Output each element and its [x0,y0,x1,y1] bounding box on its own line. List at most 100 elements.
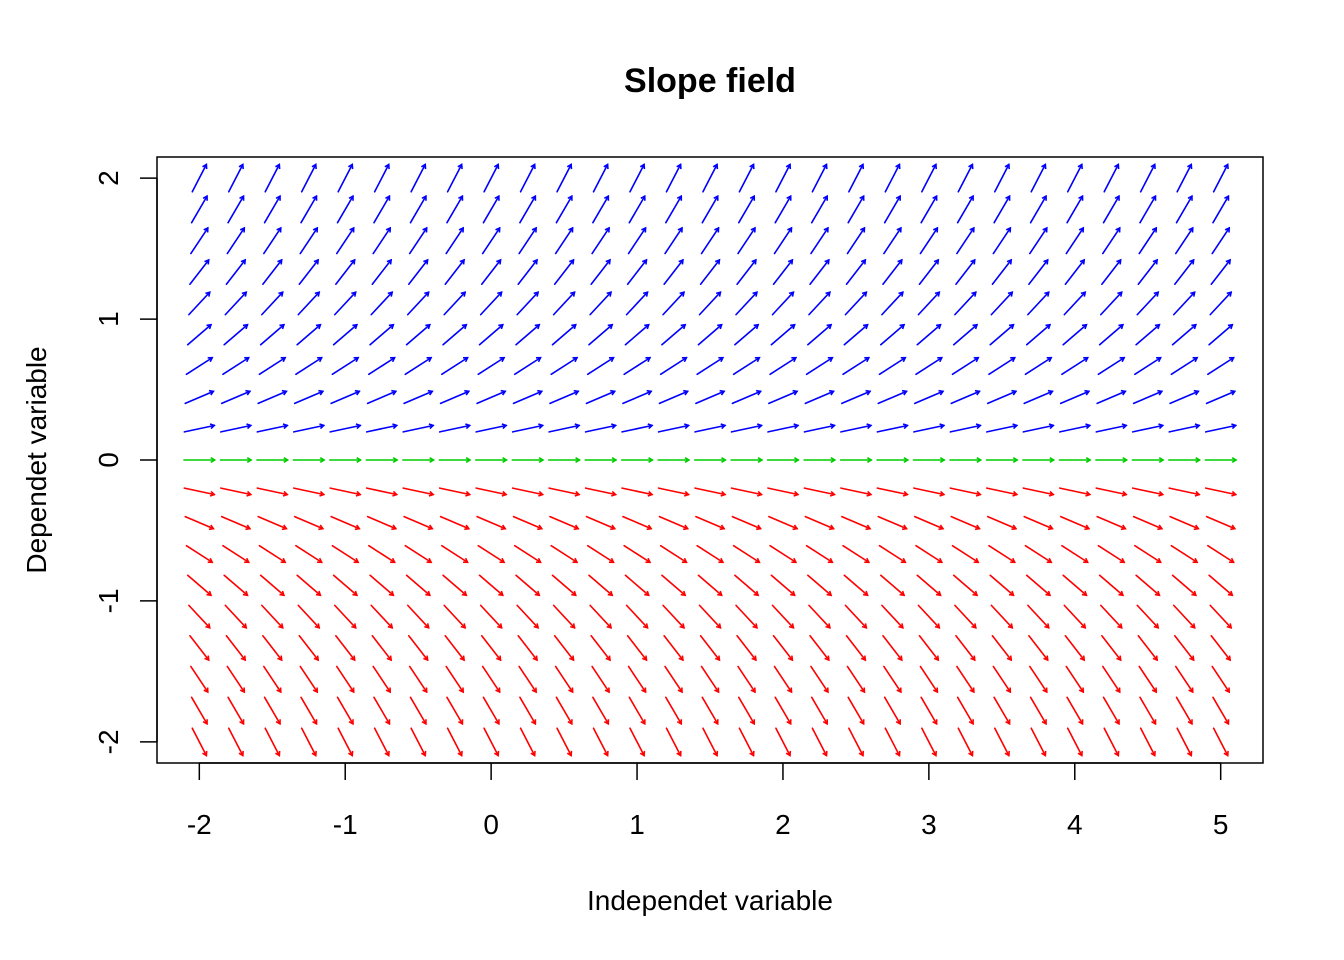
slope-arrow [848,163,865,193]
slope-arrow [1027,604,1050,629]
slope-arrow [882,634,903,662]
slope-arrow [402,423,435,433]
slope-arrow [262,258,283,286]
slope-arrow [952,323,979,346]
slope-arrow [476,389,507,405]
slope-arrow [990,291,1014,316]
slope-arrow [912,456,946,464]
slope-arrow [1025,323,1052,346]
slope-arrow [732,356,761,376]
slope-arrow [918,634,940,662]
slope-arrow [877,389,908,405]
slope-arrow [878,356,907,376]
slope-arrow [402,456,436,464]
slope-arrow [1064,634,1086,662]
slope-arrow [1204,487,1238,497]
slope-arrow [701,696,719,726]
slope-arrow [809,258,830,286]
slope-arrow [518,665,537,694]
slope-arrow [879,574,906,597]
slope-arrow [263,194,281,224]
slope-arrow [190,696,208,726]
slope-arrow [698,291,722,316]
slope-arrow [920,696,938,726]
slope-arrow [332,323,359,346]
slope-arrow [877,515,908,531]
slope-arrow [481,665,501,694]
slope-arrow [337,163,354,193]
slope-arrow [292,487,326,497]
slope-arrow [846,226,866,255]
slope-arrow [1208,574,1234,597]
slope-arrow [403,515,434,531]
slope-arrow [1022,423,1055,433]
slope-arrow [257,515,288,531]
slope-arrow [372,226,392,255]
slope-arrow [513,544,542,564]
slope-arrow [1135,323,1161,346]
slope-arrow [807,323,833,346]
slope-arrow [331,356,360,376]
slope-arrow [1096,389,1127,405]
x-tick-label: 3 [921,809,937,840]
slope-arrow [191,727,208,757]
slope-arrow [884,163,901,193]
slope-arrow [804,515,835,531]
slope-arrow [627,226,647,255]
slope-arrow [1101,665,1121,694]
slope-arrow [954,291,977,316]
slope-arrow [1029,696,1047,726]
slope-arrow [438,423,472,433]
x-axis-label: Independet variable [587,885,833,916]
slope-arrow [918,258,940,286]
slope-arrow [810,226,829,255]
y-tick-label: 2 [93,170,124,186]
slope-arrow [879,323,906,346]
slope-arrow [766,456,800,464]
slope-arrow [222,356,250,376]
slope-arrow [1022,456,1056,464]
slope-arrow [584,456,618,464]
slope-arrow [372,665,392,694]
slope-arrow [549,389,580,405]
slope-arrow [843,323,869,346]
slope-arrow [735,604,758,629]
slope-arrow [191,163,208,193]
slope-arrow [844,604,868,629]
slope-arrow [475,456,508,464]
slope-arrow [1097,544,1126,564]
slope-arrow [767,423,800,433]
slope-arrow [842,356,871,376]
slope-arrow [881,291,904,316]
x-tick-label: 0 [483,809,499,840]
slope-arrow [591,226,610,255]
slope-arrow [332,574,359,597]
slope-arrow [1101,634,1122,662]
slope-arrow [1100,604,1123,629]
slope-arrow [622,389,653,405]
slope-arrow [438,456,472,464]
slope-arrow [1168,487,1201,497]
slope-arrow [584,487,618,497]
slope-arrow [988,356,1016,376]
slope-arrow [588,574,614,597]
slope-arrow [227,696,245,726]
slope-arrow [519,194,537,224]
slope-arrow [1168,423,1201,433]
slope-arrow [222,544,250,564]
slope-arrow [810,665,829,694]
slope-arrow [988,544,1016,564]
slope-arrow [661,574,687,597]
slope-arrow [553,634,575,662]
slope-arrow [622,515,653,531]
slope-arrow [184,515,215,531]
slope-arrow [921,163,938,193]
slope-arrow [955,634,976,662]
slope-arrow [366,389,398,405]
slope-arrow [547,456,581,464]
slope-arrow [1096,515,1127,531]
slope-arrow [949,487,982,497]
slope-arrow [440,544,469,564]
slope-arrow [259,323,286,346]
slope-arrow [511,456,545,464]
